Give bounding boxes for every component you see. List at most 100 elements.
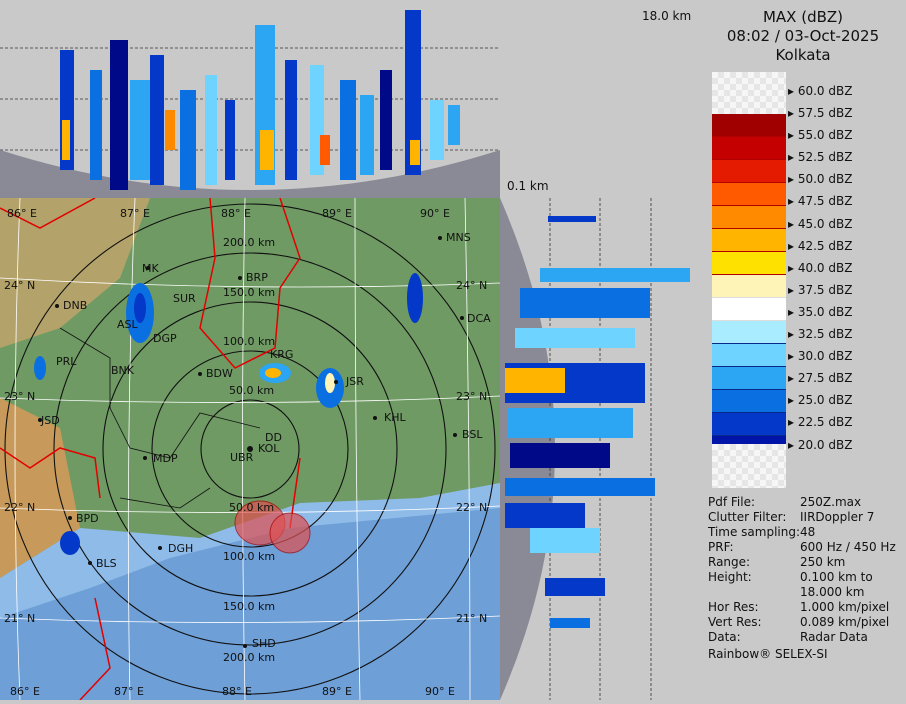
legend-scale-label: ▸ 30.0 dBZ [788,349,853,364]
lon-label: 87° E [114,685,144,698]
sundarbans-delta [234,500,311,554]
city-label: KOL [258,442,280,455]
lat-label: 23° N [456,390,488,403]
legend-labels: ▸ 60.0 dBZ ▸ 57.5 dBZ ▸ 55.0 dBZ ▸ 52.5 dBZ… [788,84,903,460]
state-borders [79,597,111,700]
info-row: Hor Res: 1.000 km/pixel [708,600,904,615]
city-label: JSR [346,375,364,388]
info-key: Time sampling: [708,525,801,539]
state-borders [0,198,301,529]
city-label: DD [265,431,282,444]
city-label: BRP [246,271,268,284]
info-row: Time sampling: 48 [708,525,904,540]
info-value: Radar Data [800,630,868,644]
legend-scale-label: ▸ 47.5 dBZ [788,194,853,209]
city-label: BLS [96,557,117,570]
lat-label: 24° N [4,279,36,292]
district-borders [59,327,261,509]
earth-curvature-shade [0,150,500,198]
radar-map[interactable]: 86° E 87° E 88° E 89° E 90° E 86° E 87° … [0,198,500,700]
legend-scale-label: ▸ 37.5 dBZ [788,282,853,297]
legend-scale-label: ▸ 45.0 dBZ [788,216,853,231]
range-label: 100.0 km [223,550,276,563]
lat-label: 22° N [4,501,36,514]
legend-color-swatch [712,160,786,183]
city-markers [38,236,464,648]
legend-scale-label: ▸ 22.5 dBZ [788,415,853,430]
info-value: 48 [800,525,816,539]
city-label: DCA [467,312,491,325]
lon-label: 86° E [7,207,37,220]
info-value: 18.000 km [800,585,865,599]
info-row: Height: 0.100 km to [708,570,904,585]
legend-title: MAX (dBZ) [762,8,844,26]
city-label: PRL [56,355,77,368]
city-label: SUR [173,292,196,305]
range-label: 100.0 km [223,335,276,348]
vendor-label: Rainbow® SELEX-SI [708,647,828,661]
legend-color-swatch [712,298,786,321]
lon-label: 89° E [322,207,352,220]
info-key [708,585,800,600]
city-label: MDP [153,452,178,465]
info-key: Clutter Filter: [708,510,787,524]
info-key: Hor Res: [708,600,759,614]
lat-label: 21° N [456,612,488,625]
legend-datetime: 08:02 / 03-Oct-2025 [726,27,880,45]
info-value: 600 Hz / 450 Hz [800,540,896,554]
legend-scale-label: ▸ 35.0 dBZ [788,304,853,319]
graticule [0,198,500,700]
side-profile-chart [500,198,690,700]
legend-scale-label: ▸ 20.0 dBZ [788,437,853,452]
city-label: DGP [153,332,177,345]
range-label: 150.0 km [223,600,276,613]
legend-no-data-swatch [712,72,786,114]
city-label: MK [142,262,159,275]
city-label: ASL [117,318,138,331]
legend-swatches [712,114,786,482]
legend-color-swatch [712,229,786,252]
range-label: 150.0 km [223,286,276,299]
city-label: BDW [206,367,233,380]
legend-scale-label: ▸ 40.0 dBZ [788,260,853,275]
plateau-terrain [0,198,150,348]
legend-color-swatch [712,344,786,367]
info-row: Clutter Filter: IIRDoppler 7 [708,510,904,525]
lat-label: 24° N [456,279,488,292]
info-row: Vert Res: 0.089 km/pixel [708,615,904,630]
info-block: Pdf File: 250Z.max Clutter Filter: IIRDoppl… [708,495,904,645]
range-label: 200.0 km [223,236,276,249]
radar-echoes [34,273,423,555]
legend-color-swatch [712,183,786,206]
legend-scale-label: ▸ 57.5 dBZ [788,106,853,121]
lon-label: 90° E [425,685,455,698]
info-key: PRF: [708,540,734,554]
legend-scale-label: ▸ 55.0 dBZ [788,128,853,143]
city-label: UBR [230,451,254,464]
info-value: IIRDoppler 7 [800,510,875,524]
range-rings [4,203,496,695]
city-label: SHD [252,637,276,650]
legend-color-swatch [712,321,786,344]
radar-site-marker [247,446,253,452]
legend-panel: MAX (dBZ) 08:02 / 03-Oct-2025 Kolkata ▸ … [700,0,906,700]
info-row: 18.000 km [708,585,904,600]
lat-label: 22° N [456,501,488,514]
profile-corner: 18.0 km 0.1 km [500,0,700,198]
lon-label: 88° E [221,207,251,220]
city-label: KRG [270,348,294,361]
info-value: 0.100 km to [800,570,873,584]
city-label: BNK [111,364,134,377]
legend-station: Kolkata [775,46,831,64]
top-echo-columns [60,10,460,190]
info-value: 0.089 km/pixel [800,615,890,629]
info-value: 250Z.max [800,495,862,509]
range-label: 50.0 km [229,501,275,514]
side-height-profile [500,198,700,700]
legend-scale-label: ▸ 50.0 dBZ [788,172,853,187]
legend-scale-label: ▸ 32.5 dBZ [788,327,853,342]
info-value: 250 km [800,555,846,569]
info-row: Range: 250 km [708,555,904,570]
city-label: DNB [63,299,88,312]
info-key: Vert Res: [708,615,762,629]
